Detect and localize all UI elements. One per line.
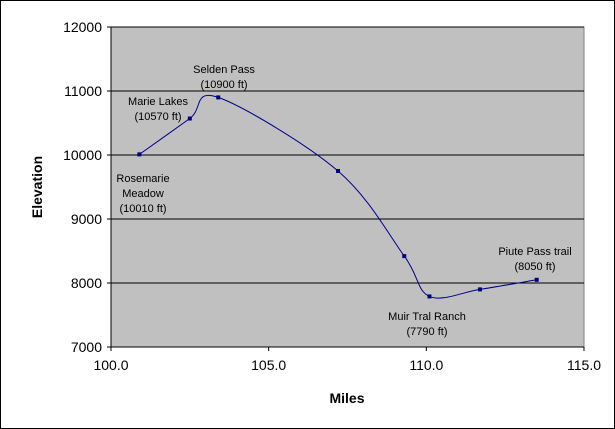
annotation-line: Muir Tral Ranch: [388, 311, 466, 323]
data-point: [137, 152, 142, 157]
data-point: [187, 116, 192, 121]
annotation-line: Rosemarie: [116, 173, 169, 185]
point-annotation: Marie Lakes (10570 ft): [128, 96, 188, 123]
y-tick-label: 11000: [64, 83, 102, 99]
annotation-line: Selden Pass: [193, 64, 255, 76]
annotation-line: (10900 ft): [200, 79, 247, 91]
annotation-line: Piute Pass trail: [498, 246, 571, 258]
data-point: [402, 254, 407, 259]
x-tick-label: 100.0: [93, 357, 128, 373]
y-tick-label: 12000: [63, 19, 102, 35]
x-tick-label: 115.0: [567, 357, 601, 373]
x-tick-labels: 100.0 105.0 110.0 115.0: [93, 347, 601, 373]
annotation-line: (10570 ft): [134, 111, 181, 123]
y-axis-title: Elevation: [29, 156, 45, 218]
annotation-line: (7790 ft): [407, 326, 448, 338]
plot-area: [110, 26, 585, 348]
y-tick-label: 8000: [71, 275, 102, 291]
x-tick-label: 105.0: [251, 357, 286, 373]
annotation-line: (8050 ft): [515, 261, 556, 273]
x-axis-title: Miles: [329, 390, 364, 406]
data-point: [427, 294, 432, 299]
annotation-line: (10010 ft): [119, 203, 166, 215]
annotations: Selden Pass (10900 ft) Marie Lakes (10570 f…: [116, 64, 571, 338]
elevation-line: [139, 94, 537, 299]
y-tick-labels: 7000 8000 9000 10000 11000 12000: [63, 19, 102, 355]
axes: [110, 27, 584, 348]
x-tick-label: 110.0: [409, 357, 443, 373]
gridlines: [107, 26, 584, 348]
annotation-line: Meadow: [122, 188, 164, 200]
annotation-line: Marie Lakes: [128, 96, 188, 108]
data-point: [336, 169, 341, 173]
data-point: [534, 277, 539, 282]
point-annotation: Selden Pass (10900 ft): [193, 64, 255, 91]
data-markers: [137, 95, 539, 299]
data-point: [216, 95, 221, 100]
y-tick-label: 7000: [71, 339, 102, 355]
point-annotation: Piute Pass trail (8050 ft): [498, 246, 571, 273]
data-point: [477, 287, 482, 292]
point-annotation: Rosemarie Meadow (10010 ft): [116, 173, 169, 215]
point-annotation: Muir Tral Ranch (7790 ft): [388, 311, 466, 338]
y-tick-label: 10000: [63, 147, 102, 163]
y-tick-label: 9000: [71, 211, 102, 227]
